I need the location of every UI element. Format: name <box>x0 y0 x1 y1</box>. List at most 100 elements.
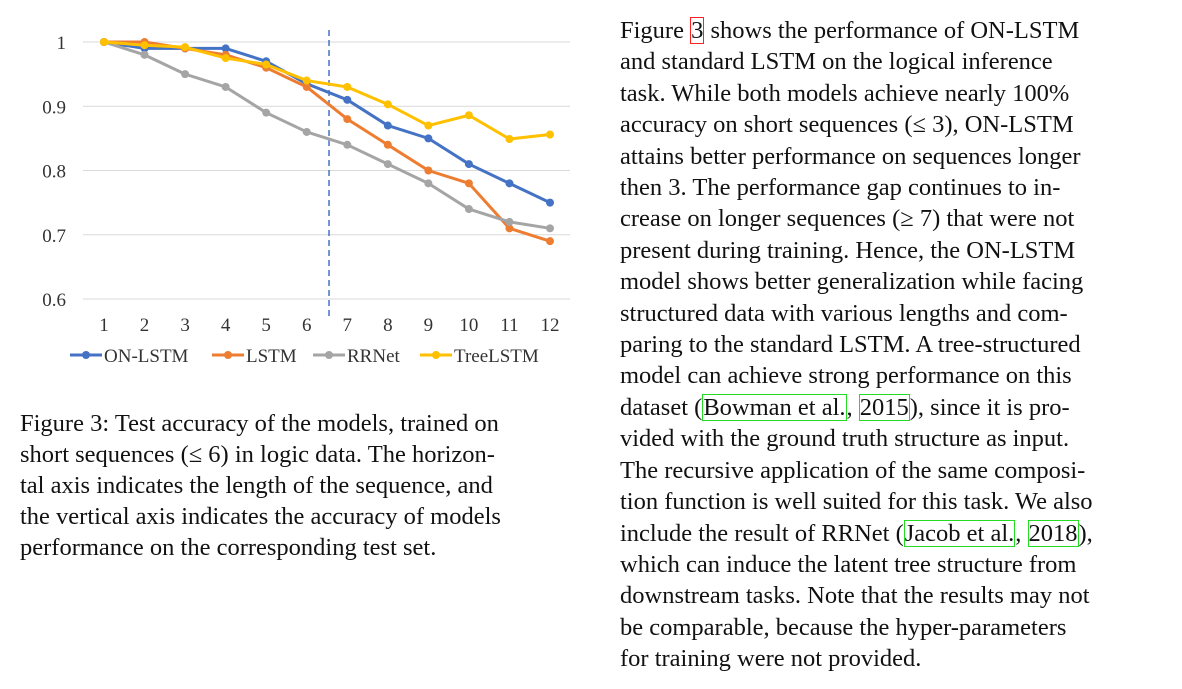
x-tick-label: 8 <box>383 315 393 336</box>
data-point-lstm <box>464 179 473 188</box>
text-line: structured data with various lengths and… <box>620 299 1068 327</box>
caption-line: Figure 3: Test accuracy of the models, t… <box>20 410 499 437</box>
x-tick-label: 7 <box>343 315 353 336</box>
data-point-rrnet <box>221 82 230 91</box>
legend-label: TreeLSTM <box>454 346 539 367</box>
citation-link-jacob[interactable]: Jacob et al. <box>903 519 1016 547</box>
chart-series <box>100 38 554 246</box>
text-line: for training were not provided. <box>620 645 922 673</box>
citation-link-bowman[interactable]: Bowman et al. <box>702 393 847 421</box>
y-tick-label: 0.9 <box>42 97 66 118</box>
data-point-on-lstm <box>343 95 352 104</box>
caption-line: short sequences (≤ 6) in logic data. The… <box>20 441 495 468</box>
text-span: , <box>846 393 859 421</box>
caption-line: the vertical axis indicates the accuracy… <box>20 503 501 530</box>
chart-axes: 0.60.70.80.911 2 3 4 5 6 7 8 9 10 11 12 <box>42 33 559 336</box>
text-line: model can achieve strong performance on … <box>620 362 1072 390</box>
text-span: ), since it is pro- <box>909 393 1070 421</box>
text-line: model shows better generalization while … <box>620 268 1084 296</box>
series-line-lstm <box>104 40 551 243</box>
x-tick-label: 1 <box>99 315 109 336</box>
data-point-rrnet <box>424 179 433 188</box>
text-line: task. While both models achieve nearly 1… <box>620 79 1070 107</box>
data-point-treelstm <box>100 38 108 46</box>
data-point-rrnet <box>181 70 190 79</box>
text-line: downstream tasks. Note that the results … <box>620 582 1090 610</box>
data-point-treelstm <box>546 130 554 139</box>
data-point-on-lstm <box>464 160 473 169</box>
data-point-treelstm <box>302 76 311 85</box>
data-point-treelstm <box>424 121 433 130</box>
data-point-treelstm <box>343 82 352 91</box>
y-tick-label: 0.8 <box>42 162 66 183</box>
data-point-treelstm <box>262 60 271 69</box>
legend-swatch-marker <box>224 351 232 359</box>
data-point-treelstm <box>221 54 230 63</box>
x-tick-label: 3 <box>180 315 190 336</box>
text-line: attains better performance on sequences … <box>620 142 1081 170</box>
data-point-treelstm <box>181 43 190 52</box>
text-span: , <box>1015 519 1028 547</box>
caption-line: tal axis indicates the length of the seq… <box>20 472 493 499</box>
y-tick-label: 0.7 <box>42 226 66 247</box>
figure-caption: Figure 3: Test accuracy of the models, t… <box>20 408 592 563</box>
data-point-lstm <box>302 82 311 91</box>
legend-swatch-marker <box>432 351 440 359</box>
citation-year-link-2015[interactable]: 2015 <box>858 393 910 421</box>
data-point-lstm <box>343 115 352 124</box>
data-point-rrnet <box>262 108 271 117</box>
data-point-treelstm <box>140 41 149 50</box>
text-span: ), <box>1078 519 1093 547</box>
data-point-lstm <box>546 237 554 246</box>
legend-swatch-marker <box>82 351 90 359</box>
text-line: and standard LSTM on the logical inferen… <box>620 48 1053 76</box>
text-line: then 3. The performance gap continues to… <box>620 174 1061 202</box>
chart-gridlines <box>83 41 570 300</box>
x-tick-label: 4 <box>221 315 231 336</box>
data-point-on-lstm <box>383 121 392 130</box>
data-point-lstm <box>505 224 514 233</box>
body-paragraph: Figure 3 shows the performance of ON-LST… <box>620 15 1165 675</box>
data-point-lstm <box>383 140 392 149</box>
text-line: Figure 3 shows the performance of ON-LST… <box>620 15 1165 46</box>
text-line: include the result of RRNet (Jacob et al… <box>620 518 1165 549</box>
x-tick-label: 11 <box>500 315 518 336</box>
series-line-treelstm <box>103 40 551 141</box>
text-line: vided with the ground truth structure as… <box>620 425 1070 453</box>
x-tick-label: 2 <box>140 315 150 336</box>
figure-ref-link[interactable]: 3 <box>690 17 705 44</box>
x-tick-label: 5 <box>261 315 271 336</box>
data-point-on-lstm <box>221 44 230 53</box>
legend-label: ON-LSTM <box>104 346 189 367</box>
text-line: be comparable, because the hyper-paramet… <box>620 613 1067 641</box>
data-point-rrnet <box>383 160 392 169</box>
text-span: shows the performance of ON-LSTM <box>704 17 1080 44</box>
chart-legend: ON-LSTM LSTM RRNet TreeLSTM <box>70 346 539 367</box>
data-point-treelstm <box>383 100 392 109</box>
legend-label: LSTM <box>246 346 297 367</box>
text-line: The recursive application of the same co… <box>620 456 1086 484</box>
data-point-on-lstm <box>424 134 433 143</box>
text-line: dataset (Bowman et al., 2015), since it … <box>620 392 1165 423</box>
data-point-lstm <box>424 166 433 175</box>
legend-swatch-marker <box>325 351 333 359</box>
data-point-on-lstm <box>546 198 554 207</box>
x-tick-label: 9 <box>424 315 434 336</box>
y-tick-label: 1 <box>57 33 67 54</box>
text-line: accuracy on short sequences (≤ 3), ON-LS… <box>620 111 1074 139</box>
text-span: Figure <box>620 17 691 44</box>
text-line: paring to the standard LSTM. A tree-stru… <box>620 331 1081 359</box>
series-line-rrnet <box>103 40 551 230</box>
x-tick-label: 10 <box>459 315 478 336</box>
data-point-rrnet <box>140 50 149 59</box>
citation-year-link-2018[interactable]: 2018 <box>1027 519 1079 547</box>
caption-line: performance on the corresponding test se… <box>20 534 437 561</box>
y-tick-label: 0.6 <box>42 290 66 311</box>
data-point-rrnet <box>302 127 311 136</box>
accuracy-line-chart: 0.60.70.80.911 2 3 4 5 6 7 8 9 10 11 12 ON-LSTM LSTM… <box>42 30 570 367</box>
data-point-rrnet <box>464 205 473 214</box>
legend-label: RRNet <box>347 346 401 367</box>
text-line: present during training. Hence, the ON-L… <box>620 236 1076 264</box>
data-point-rrnet <box>546 224 554 233</box>
text-span: include the result of RRNet ( <box>620 519 904 547</box>
